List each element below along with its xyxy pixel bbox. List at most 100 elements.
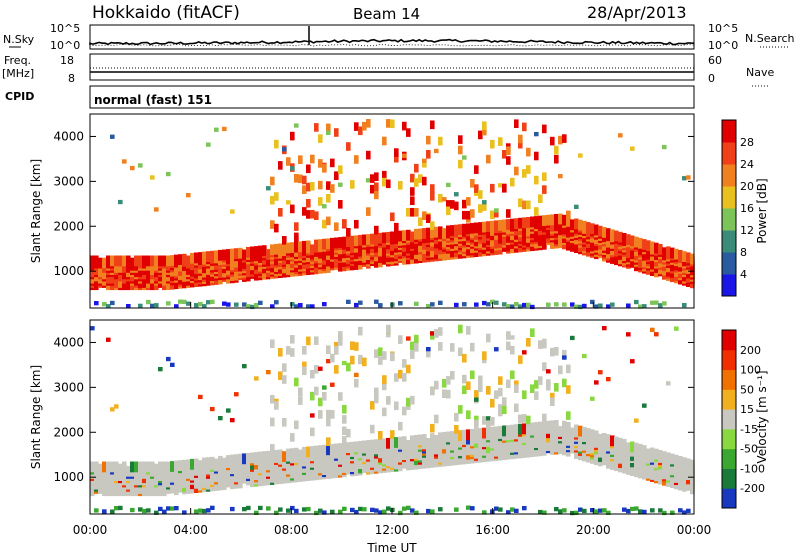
heatmap-cell <box>526 302 531 307</box>
heatmap-cell <box>94 508 99 513</box>
heatmap-cell <box>490 398 495 408</box>
heatmap-cell <box>478 222 483 233</box>
noise-sky-line <box>89 38 695 46</box>
heatmap-cell <box>594 224 599 236</box>
heatmap-cell <box>682 251 687 262</box>
heatmap-cell <box>250 304 255 310</box>
heatmap-cell <box>90 266 95 278</box>
heatmap-cell <box>122 159 127 164</box>
heatmap-cell <box>486 427 491 438</box>
heatmap-cell <box>574 304 579 309</box>
heatmap-cell <box>402 153 407 158</box>
heatmap-cell <box>654 448 659 460</box>
heatmap-cell <box>382 407 387 417</box>
heatmap-cell <box>370 184 375 194</box>
heatmap-cell <box>322 392 327 401</box>
heatmap-cell <box>306 506 311 512</box>
heatmap-cell <box>538 376 543 385</box>
heatmap-cell <box>386 324 391 334</box>
heatmap-cell <box>430 433 435 444</box>
heatmap-cell <box>118 255 123 267</box>
heatmap-cell <box>526 217 531 228</box>
colorbar-tick-label: 15 <box>740 403 754 416</box>
heatmap-cell <box>534 175 539 185</box>
heatmap-cell <box>370 439 375 451</box>
heatmap-cell <box>266 186 271 191</box>
heatmap-cell <box>354 235 359 247</box>
heatmap-cell <box>490 426 495 438</box>
heatmap-cell <box>290 448 295 459</box>
heatmap-cell <box>690 459 695 471</box>
heatmap-cell <box>202 457 207 469</box>
noise-left-tick-top: 10^5 <box>50 22 80 35</box>
heatmap-cell <box>578 304 583 310</box>
heatmap-cell <box>366 234 371 245</box>
heatmap-cell <box>538 215 543 227</box>
heatmap-cell <box>342 506 347 511</box>
heatmap-cell <box>118 505 123 511</box>
heatmap-cell <box>630 506 635 512</box>
heatmap-cell <box>526 338 531 347</box>
heatmap-cell <box>346 362 351 372</box>
heatmap-cell <box>506 219 511 230</box>
heatmap-cell <box>194 509 199 514</box>
heatmap-cell <box>126 304 131 309</box>
heatmap-cell <box>394 373 399 382</box>
heatmap-cell <box>366 150 371 160</box>
heatmap-cell <box>210 505 215 510</box>
heatmap-cell <box>598 370 603 375</box>
heatmap-cell <box>454 507 459 512</box>
heatmap-cell <box>398 436 403 448</box>
heatmap-cell <box>494 390 499 399</box>
heatmap-cell <box>226 302 231 307</box>
heatmap-cell <box>538 509 543 515</box>
heatmap-cell <box>434 226 439 238</box>
nave-label: Nave <box>746 66 774 79</box>
heatmap-cell <box>162 461 167 473</box>
y-tick-label: 1000 <box>53 470 84 484</box>
x-tick-label: 00:00 <box>73 523 108 537</box>
heatmap-cell <box>642 403 647 408</box>
heatmap-cell <box>334 465 339 476</box>
heatmap-cell <box>498 387 503 397</box>
heatmap-cell <box>502 397 507 406</box>
heatmap-cell <box>270 220 275 229</box>
heatmap-cell <box>190 458 195 470</box>
heatmap-cell <box>342 436 347 445</box>
heatmap-cell <box>426 150 431 159</box>
heatmap-cell <box>218 471 223 482</box>
colorbar-tick-label: 50 <box>740 383 754 396</box>
heatmap-cell <box>518 304 523 309</box>
colorbar-swatch <box>722 142 736 165</box>
heatmap-cell <box>686 175 691 180</box>
y-tick-label: 1000 <box>53 264 84 278</box>
heatmap-cell <box>330 410 335 419</box>
heatmap-cell <box>386 437 391 449</box>
noise-right-tick-top: 10^5 <box>708 22 738 35</box>
heatmap-cell <box>302 175 307 185</box>
heatmap-cell <box>550 420 555 432</box>
heatmap-cell <box>402 406 407 416</box>
heatmap-cell <box>462 210 467 220</box>
heatmap-cell <box>494 347 499 352</box>
heatmap-cell <box>378 347 383 356</box>
heatmap-cell <box>314 239 319 251</box>
freq-unit: [MHz] <box>2 67 34 80</box>
heatmap-cell <box>306 182 311 192</box>
heatmap-cell <box>118 199 123 205</box>
noise-right-label: N.Search <box>745 32 795 45</box>
heatmap-cell <box>114 506 119 511</box>
heatmap-cell <box>510 335 515 340</box>
heatmap-cell <box>554 383 559 392</box>
heatmap-cell <box>214 250 219 262</box>
heatmap-cell <box>162 274 167 286</box>
heatmap-cell <box>358 234 363 246</box>
heatmap-cell <box>230 506 235 512</box>
heatmap-cell <box>638 443 643 455</box>
heatmap-cell <box>538 194 543 203</box>
heatmap-cell <box>514 302 519 307</box>
heatmap-cell <box>462 155 467 160</box>
heatmap-cell <box>466 410 471 419</box>
heatmap-cell <box>678 508 683 513</box>
heatmap-cell <box>426 304 431 309</box>
